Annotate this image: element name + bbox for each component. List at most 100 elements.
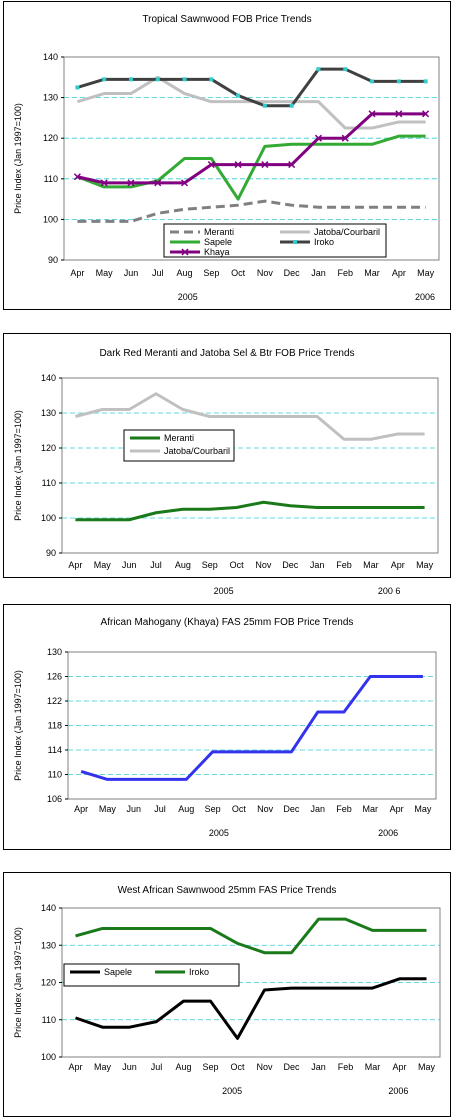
x-tick-label: Oct [230, 1062, 245, 1072]
x-tick-label: May [99, 804, 117, 814]
x-tick-label: Sep [202, 1062, 218, 1072]
x-tick-label: Apr [70, 268, 84, 278]
series-iroko [75, 67, 428, 108]
y-tick-label: 100 [41, 513, 56, 523]
x-tick-label: Mar [363, 804, 379, 814]
series-meranti [77, 199, 426, 223]
chart-panel-meranti-jatoba: Dark Red Meranti and Jatoba Sel & Btr FO… [3, 333, 451, 596]
data-point [73, 173, 81, 181]
x-tick-label: May [94, 560, 112, 570]
x-tick-label: Jul [154, 804, 166, 814]
x-tick-label: May [417, 268, 435, 278]
chart-african-mahogany: African Mahogany (Khaya) FAS 25mm FOB Pr… [13, 617, 437, 838]
legend-box [123, 429, 235, 462]
x-tick-label: Dec [282, 560, 299, 570]
y-tick-label: 140 [43, 52, 58, 62]
x-tick-label: Nov [256, 1062, 273, 1072]
legend-box [163, 223, 387, 258]
chart-panel-tropical-sawnwood: Tropical Sawnwood FOB Price Trends 90 100 1… [3, 1, 451, 310]
x-tick-label: Jun [122, 1062, 137, 1072]
x-tick-label: Jan [311, 268, 326, 278]
data-point [236, 93, 241, 98]
data-point [423, 79, 428, 84]
legend: Meranti Jatoba/Courbaril Sapele Iroko Khaya [163, 223, 387, 258]
year-label: 2006 [378, 828, 398, 838]
data-point [182, 77, 187, 82]
x-tick-label: Aug [175, 1062, 191, 1072]
year-label: 2005 [222, 1086, 242, 1096]
x-tick-label: Jan [310, 804, 325, 814]
x-tick-label: Jan [311, 1062, 326, 1072]
data-point [234, 161, 242, 169]
legend-label: Iroko [314, 237, 334, 247]
y-tick-label: 130 [43, 93, 58, 103]
x-tick-label: Apr [68, 560, 82, 570]
legend-box [63, 963, 240, 987]
data-point [261, 161, 269, 169]
x-tick-label: Jul [152, 268, 164, 278]
x-tick-label: Jul [150, 560, 162, 570]
y-axis-label: Price Index (Jan 1997=100) [13, 670, 23, 781]
x-tick-label: Mar [363, 560, 379, 570]
y-tick-label: 140 [41, 373, 56, 383]
chart-tropical-sawnwood: Tropical Sawnwood FOB Price Trends 90 100 1… [13, 14, 440, 302]
data-point [102, 77, 107, 82]
y-axis-label: Price Index (Jan 1997=100) [13, 103, 23, 214]
x-tick-label: May [416, 560, 434, 570]
chart-meranti-jatoba: Dark Red Meranti and Jatoba Sel & Btr FO… [13, 348, 439, 596]
x-tick-label: Aug [177, 268, 193, 278]
x-tick-label: Dec [283, 804, 300, 814]
data-point [128, 77, 133, 82]
series-iroko [75, 917, 427, 955]
x-tick-label: Dec [283, 1062, 300, 1072]
legend-label: Meranti [204, 227, 234, 237]
chart-panel-west-african: West African Sawnwood 25mm FAS Price Tre… [3, 872, 451, 1117]
y-tick-label: 90 [48, 255, 58, 265]
plot-area [61, 377, 439, 554]
chart-west-african: West African Sawnwood 25mm FAS Price Tre… [13, 885, 441, 1096]
year-label: 2005 [214, 586, 234, 596]
data-point [341, 134, 349, 142]
x-tick-label: Sep [203, 268, 219, 278]
x-tick-label: Jun [122, 560, 137, 570]
y-tick-label: 140 [41, 903, 56, 913]
y-axis-label: Price Index (Jan 1997=100) [13, 410, 23, 521]
x-tick-label: Oct [232, 804, 247, 814]
series-line [76, 67, 426, 108]
legend: Sapele Iroko [63, 963, 240, 987]
x-tick-label: Apr [68, 1062, 82, 1072]
series-line [76, 134, 426, 201]
legend-label: Sapele [204, 237, 232, 247]
data-point [75, 85, 80, 90]
y-tick-label: 130 [41, 940, 56, 950]
y-tick-label: 110 [42, 1015, 56, 1025]
year-label: 2005 [209, 828, 229, 838]
data-point [395, 110, 403, 118]
series-jatoba-courbaril [75, 392, 425, 441]
y-tick-label: 110 [48, 770, 62, 780]
x-tick-label: Feb [337, 268, 353, 278]
legend: Meranti Jatoba/Courbaril [123, 429, 235, 462]
legend-label: Meranti [164, 433, 194, 443]
y-tick-label: 120 [41, 443, 56, 453]
data-point [262, 103, 267, 108]
chart-title: Dark Red Meranti and Jatoba Sel & Btr FO… [99, 348, 354, 359]
x-tick-label: Mar [364, 268, 380, 278]
data-point [288, 161, 296, 169]
y-tick-label: 130 [41, 408, 56, 418]
x-tick-label: Nov [255, 560, 272, 570]
series-meranti [75, 500, 425, 522]
x-tick-label: May [414, 804, 432, 814]
x-tick-label: Sep [205, 804, 221, 814]
y-tick-label: 126 [47, 672, 62, 682]
series-line [75, 917, 427, 955]
series-khaya [73, 110, 430, 187]
data-point [289, 103, 294, 108]
legend-label: Sapele [104, 967, 132, 977]
data-point [314, 134, 322, 142]
x-tick-label: Apr [391, 560, 405, 570]
series-sapele [76, 134, 426, 201]
data-point [343, 67, 348, 72]
x-tick-label: Jun [126, 804, 141, 814]
legend-marker [181, 248, 189, 256]
